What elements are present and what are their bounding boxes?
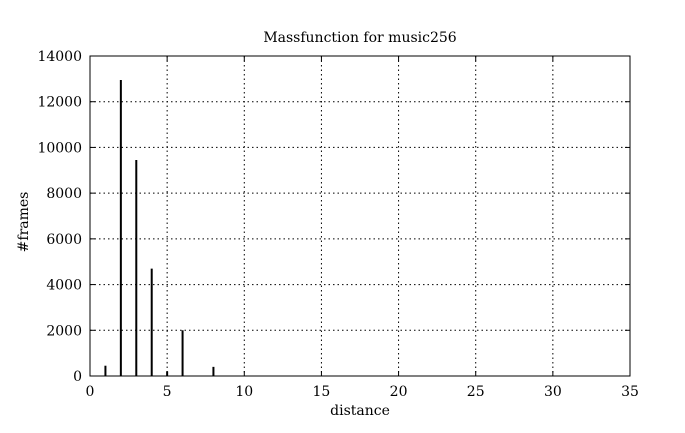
bars bbox=[104, 80, 215, 376]
x-tick-label: 15 bbox=[313, 384, 331, 400]
y-tick-label: 14000 bbox=[37, 49, 82, 65]
x-tick-label: 30 bbox=[544, 384, 562, 400]
x-tick-label: 10 bbox=[235, 384, 253, 400]
chart-title: Massfunction for music256 bbox=[263, 30, 456, 46]
x-tick-label: 25 bbox=[467, 384, 485, 400]
grid-lines bbox=[90, 56, 630, 376]
y-axis-label: #frames bbox=[16, 192, 32, 253]
x-tick-label: 5 bbox=[163, 384, 172, 400]
y-tick-label: 0 bbox=[73, 369, 82, 385]
y-tick-label: 10000 bbox=[37, 140, 82, 156]
x-tick-label: 20 bbox=[390, 384, 408, 400]
x-tick-label: 35 bbox=[621, 384, 639, 400]
plot-frame bbox=[89, 55, 631, 377]
x-axis-label: distance bbox=[330, 403, 390, 419]
y-tick-label: 4000 bbox=[46, 278, 82, 294]
y-tick-label: 12000 bbox=[37, 95, 82, 111]
x-tick-label: 0 bbox=[86, 384, 95, 400]
y-tick-label: 2000 bbox=[46, 323, 82, 339]
y-tick-label: 6000 bbox=[46, 232, 82, 248]
y-tick-label: 8000 bbox=[46, 186, 82, 202]
axis-ticks: 0 5 10 15 20 25 30 35 0 2000 4000 6000 8000 10000 1200… bbox=[37, 49, 638, 400]
